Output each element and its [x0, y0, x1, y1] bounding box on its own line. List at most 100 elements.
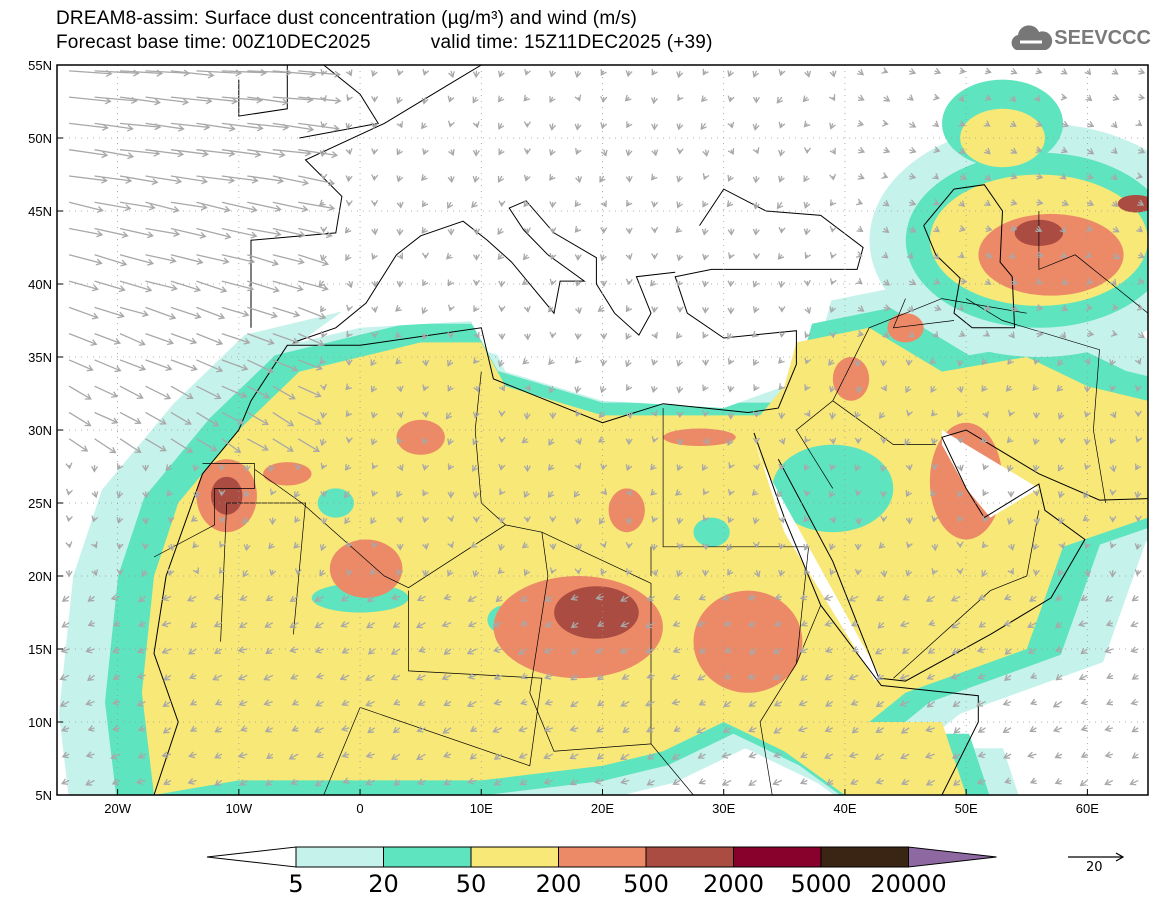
wind-arrow-head — [931, 463, 939, 471]
wind-arrow-head — [953, 727, 961, 734]
wind-arrow — [119, 254, 154, 265]
wind-arrow-head — [1030, 672, 1038, 679]
wind-arrow — [272, 201, 308, 211]
wind-arrow-head — [982, 489, 989, 497]
wind-arrow — [246, 411, 269, 425]
wind-arrow-head — [141, 570, 149, 578]
wind-arrow-head — [314, 418, 322, 425]
wind-arrow-head — [344, 517, 351, 525]
wind-arrow-head — [136, 646, 144, 654]
longitude-label: 20W — [104, 801, 131, 816]
dust-50-200-region — [960, 108, 1045, 168]
wind-arrow-head — [286, 445, 294, 452]
wind-arrow-head — [701, 307, 710, 314]
wind-arrow-head — [298, 231, 306, 238]
wind-arrow-head — [727, 121, 735, 129]
wind-arrow — [951, 674, 961, 679]
wind-arrow — [416, 753, 426, 760]
wind-arrow-head — [875, 700, 883, 708]
wind-arrow-head — [166, 338, 174, 346]
wind-arrow-head — [101, 151, 109, 159]
wind-arrow-head — [904, 438, 911, 446]
wind-arrow-head — [651, 123, 659, 131]
wind-arrow-head — [443, 699, 451, 707]
wind-arrow-head — [422, 279, 429, 287]
wind-arrow-head — [1131, 752, 1139, 759]
wind-arrow-head — [190, 337, 198, 345]
wind-arrow-head — [520, 595, 528, 603]
wind-arrow-head — [1134, 543, 1142, 551]
wind-arrow-head — [854, 360, 862, 368]
latitude-label: 15N — [28, 642, 52, 657]
wind-arrow — [88, 595, 95, 602]
wind-arrow-head — [700, 123, 707, 131]
wind-arrow-head — [1035, 67, 1043, 75]
wind-arrow-head — [314, 621, 322, 629]
wind-arrow-head — [472, 176, 480, 184]
wind-arrow-head — [600, 122, 608, 130]
wind-arrow-head — [1109, 515, 1117, 523]
wind-arrow — [1027, 622, 1037, 628]
wind-arrow — [519, 753, 528, 759]
dust-20-50-patch — [693, 517, 730, 547]
wind-arrow-head — [520, 619, 528, 627]
wind-arrow — [1105, 648, 1114, 653]
wind-arrow — [442, 674, 452, 680]
wind-arrow — [1028, 648, 1037, 654]
longitude-label: 10W — [225, 801, 252, 816]
wind-arrow-head — [90, 465, 99, 473]
wind-arrow-head — [263, 699, 271, 707]
wind-arrow-head — [543, 752, 551, 760]
wind-arrow-head — [985, 225, 993, 233]
wind-arrow-head — [498, 410, 506, 418]
wind-arrow-head — [517, 648, 525, 655]
wind-arrow — [850, 779, 859, 785]
wind-arrow-head — [322, 259, 330, 267]
wind-arrow-head — [109, 447, 117, 454]
wind-arrow-head — [626, 384, 633, 392]
wind-arrow-head — [874, 753, 882, 760]
wind-arrow-head — [933, 146, 941, 154]
wind-arrow — [698, 753, 706, 759]
wind-arrow-head — [1010, 199, 1018, 206]
wind-arrow-head — [727, 147, 735, 155]
wind-arrow-head — [346, 540, 353, 548]
wind-arrow-head — [87, 724, 95, 732]
wind-arrow — [1053, 701, 1063, 708]
wind-arrow — [68, 280, 98, 290]
wind-arrow-head — [751, 489, 759, 496]
colorbar-swatch — [733, 846, 822, 868]
wind-arrow-head — [421, 97, 429, 105]
wind-arrow — [1003, 700, 1012, 706]
wind-arrow-head — [1087, 148, 1095, 155]
wind-arrow-head — [346, 94, 353, 102]
wind-arrow-head — [422, 489, 429, 497]
wind-arrow — [86, 753, 95, 757]
wind-arrow-head — [396, 543, 404, 551]
wind-arrow-head — [371, 306, 379, 314]
wind-arrow-head — [925, 595, 933, 602]
wind-arrow — [442, 622, 452, 627]
wind-arrow-head — [575, 543, 582, 551]
wind-arrow-head — [277, 176, 285, 185]
dust-500-2000-blob — [1117, 194, 1148, 213]
wind-arrow-head — [905, 490, 912, 498]
colorbar-label: 200 — [535, 870, 582, 898]
wind-arrow-head — [263, 392, 271, 399]
wind-arrow-head — [498, 280, 506, 288]
wind-arrow-head — [521, 436, 529, 444]
wind-arrow — [723, 701, 732, 708]
wind-arrow-head — [851, 646, 859, 653]
wind-arrow-head — [214, 392, 222, 400]
wind-arrow — [145, 149, 183, 156]
wind-arrow-head — [803, 120, 811, 128]
wind-arrow-head — [446, 202, 454, 210]
colorbar — [206, 846, 997, 868]
wind-arrow-head — [1085, 94, 1093, 102]
wind-arrow-head — [823, 752, 831, 760]
wind-arrow-head — [523, 200, 530, 208]
wind-arrow-head — [650, 463, 657, 471]
wind-arrow-head — [829, 225, 837, 233]
wind-arrow — [800, 674, 808, 681]
